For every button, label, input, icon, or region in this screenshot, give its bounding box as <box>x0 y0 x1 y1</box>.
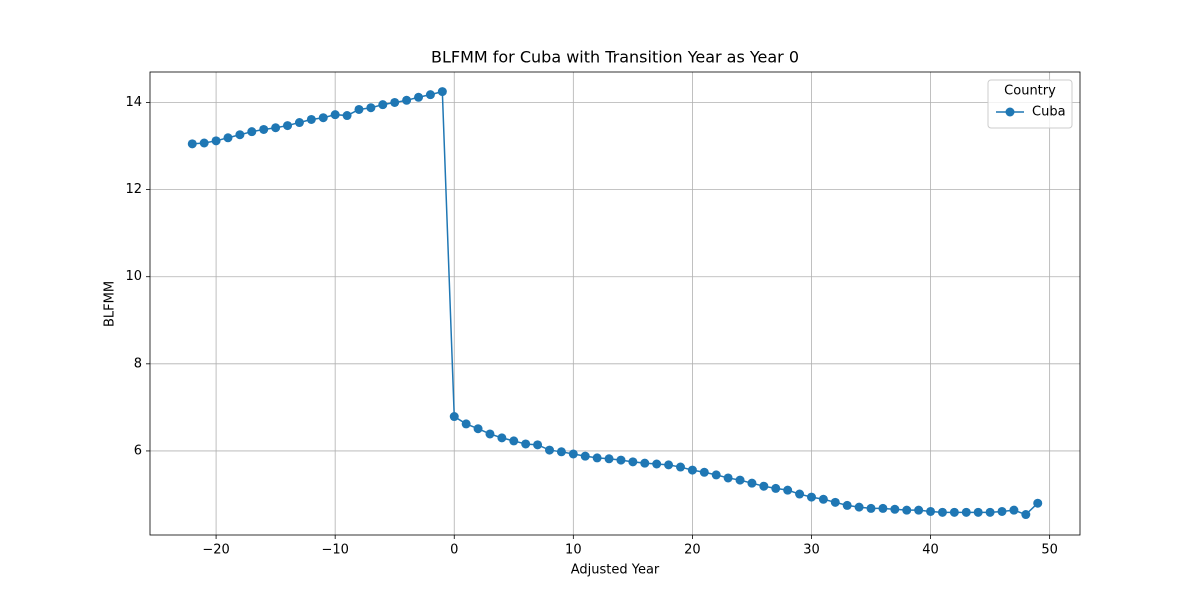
data-point <box>806 492 816 502</box>
data-point <box>497 433 507 443</box>
data-point <box>211 136 221 146</box>
data-point <box>795 489 805 499</box>
data-point <box>449 412 459 422</box>
data-point <box>187 139 197 149</box>
data-point <box>675 462 685 472</box>
data-point <box>485 429 495 439</box>
data-point <box>759 481 769 491</box>
data-point <box>818 494 828 504</box>
data-point <box>425 90 435 100</box>
data-point <box>914 505 924 515</box>
data-point <box>640 458 650 468</box>
data-point <box>223 133 233 143</box>
data-point <box>318 113 328 123</box>
data-point <box>509 436 519 446</box>
data-point <box>699 467 709 477</box>
data-point <box>830 497 840 507</box>
data-point <box>259 124 269 134</box>
data-point <box>330 110 340 120</box>
y-axis-label: BLFMM <box>103 281 118 327</box>
x-axis-label: Adjusted Year <box>571 563 660 578</box>
data-point <box>473 424 483 434</box>
data-point <box>842 500 852 510</box>
data-point <box>235 130 245 140</box>
x-tick-label: 10 <box>565 543 582 558</box>
legend-marker <box>1005 107 1015 117</box>
y-tick-label: 6 <box>134 443 142 458</box>
x-tick-label: 0 <box>450 543 458 558</box>
legend-title: Country <box>1004 84 1056 99</box>
y-tick-label: 12 <box>125 182 142 197</box>
data-point <box>711 470 721 480</box>
data-point <box>723 473 733 483</box>
data-point <box>664 460 674 470</box>
data-point <box>1009 505 1019 515</box>
data-point <box>604 454 614 464</box>
data-point <box>616 455 626 465</box>
data-point <box>997 506 1007 516</box>
data-point <box>568 449 578 459</box>
data-point <box>390 97 400 107</box>
data-point <box>414 92 424 102</box>
data-point <box>866 503 876 513</box>
data-point <box>1021 510 1031 520</box>
data-point <box>985 507 995 517</box>
data-point <box>294 118 304 128</box>
data-point <box>366 103 376 113</box>
legend-label: Cuba <box>1032 105 1066 120</box>
data-point <box>961 507 971 517</box>
data-point <box>199 138 209 148</box>
y-tick-label: 8 <box>134 356 142 371</box>
data-point <box>306 114 316 124</box>
data-point <box>247 127 257 137</box>
data-point <box>556 447 566 457</box>
data-point <box>283 121 293 131</box>
data-point <box>687 465 697 475</box>
data-point <box>652 459 662 469</box>
x-tick-label: 30 <box>803 543 820 558</box>
data-point <box>771 483 781 493</box>
data-point <box>1033 498 1043 508</box>
data-point <box>521 439 531 449</box>
data-point <box>402 95 412 105</box>
plot-frame <box>149 71 1081 536</box>
data-point <box>580 451 590 461</box>
data-point <box>878 503 888 513</box>
data-point <box>592 453 602 463</box>
data-point <box>271 123 281 133</box>
data-point <box>628 457 638 467</box>
data-point <box>545 445 555 455</box>
chart-title: BLFMM for Cuba with Transition Year as Y… <box>431 48 799 67</box>
x-tick-label: 20 <box>684 543 701 558</box>
data-point <box>949 507 959 517</box>
data-point <box>342 111 352 121</box>
x-tick-label: 40 <box>922 543 939 558</box>
data-point <box>747 478 757 488</box>
y-tick-label: 14 <box>125 95 142 110</box>
data-point <box>973 507 983 517</box>
data-point <box>937 507 947 517</box>
x-tick-label: 50 <box>1041 543 1058 558</box>
data-point <box>354 104 364 114</box>
data-point <box>378 100 388 110</box>
data-point <box>902 505 912 515</box>
data-point <box>533 440 543 450</box>
x-tick-label: −20 <box>202 543 229 558</box>
y-tick-label: 10 <box>125 269 142 284</box>
data-point <box>461 419 471 429</box>
data-point <box>735 475 745 485</box>
data-point <box>854 502 864 512</box>
x-tick-label: −10 <box>321 543 348 558</box>
data-point <box>783 485 793 495</box>
data-point <box>890 504 900 514</box>
data-point <box>437 87 447 97</box>
data-point <box>926 506 936 516</box>
